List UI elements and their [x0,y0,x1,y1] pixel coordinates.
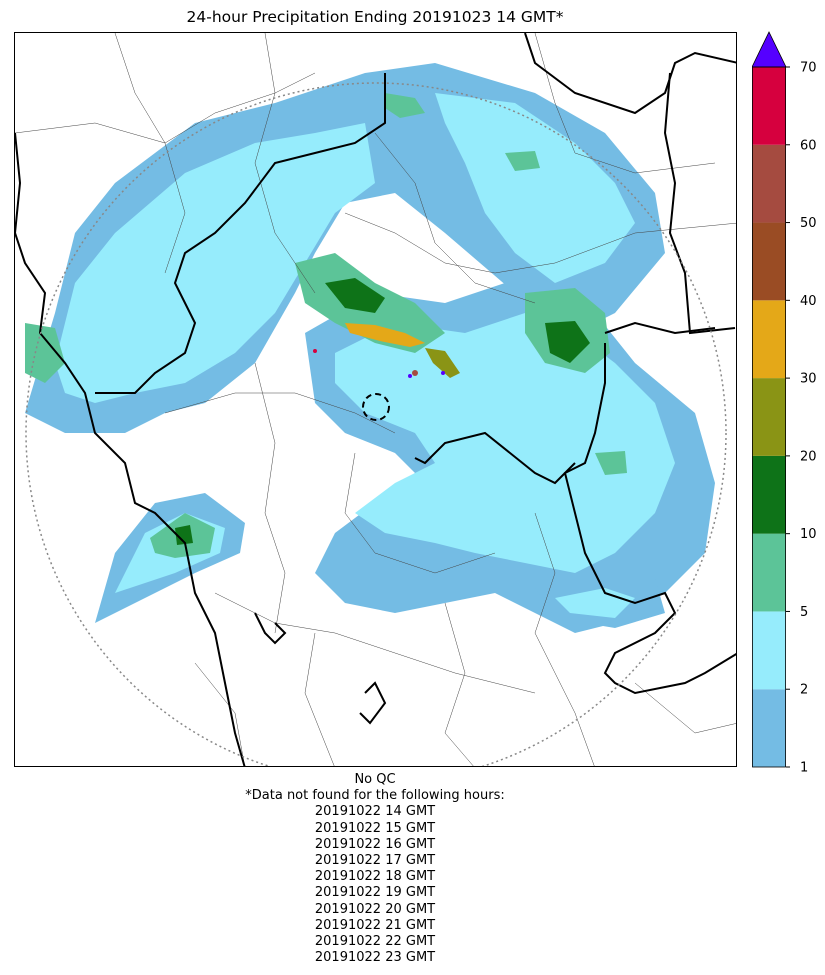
missing-hour: 20191022 20 GMT [314,901,436,917]
radar-map [14,32,737,767]
precip-high-cells [313,323,460,378]
colorbar-tick-label: 20 [800,449,817,464]
missing-hour: 20191022 15 GMT [314,820,436,836]
radar-range-ring [25,82,727,766]
colorbar-tick-label: 70 [800,61,817,76]
missing-hour: 20191022 22 GMT [314,934,436,950]
missing-hour: 20191022 14 GMT [314,804,436,820]
colorbar-tick-label: 1 [800,761,808,776]
colorbar-bin [752,67,786,145]
colorbar-bin [752,689,786,767]
map-canvas [15,33,736,766]
precip-colorbar: 1 2 5 10 20 30 40 50 60 70 [751,30,825,776]
notes-block: No QC *Data not found for the following … [0,772,750,966]
colorbar-tick-label: 30 [800,372,817,387]
colorbar-bin [752,222,786,301]
colorbar-svg: 1 2 5 10 20 30 40 50 60 70 [751,31,817,776]
colorbar-bin [752,378,786,456]
missing-hour: 20191022 23 GMT [314,950,436,966]
colorbar-bin [752,144,786,223]
missing-hour: 20191022 16 GMT [314,836,436,852]
chart-title: 24-hour Precipitation Ending 20191023 14… [186,8,564,26]
colorbar-frame [752,66,786,768]
colorbar-tick-label: 60 [800,138,817,153]
precip-10-20-layer [175,278,590,545]
colorbar-extend-arrow [751,31,787,68]
colorbar-bin [752,455,786,534]
state-boundaries [15,33,736,766]
colorbar-tick-label: 10 [800,527,817,542]
missing-hour: 20191022 18 GMT [314,869,436,885]
colorbar-tick-label: 2 [800,683,808,698]
precip-2-5-layer [55,93,675,618]
missing-hour: 20191022 21 GMT [314,917,436,933]
missing-hour: 20191022 17 GMT [314,853,436,869]
colorbar-tick-label: 5 [800,605,808,620]
colorbar-bin [752,300,786,379]
missing-data-header: *Data not found for the following hours: [245,788,505,804]
qc-note: No QC [354,772,396,787]
missing-hour: 20191022 19 GMT [314,885,436,901]
colorbar-bin [752,611,786,690]
colorbar-tick-label: 40 [800,294,817,309]
colorbar-bin [752,533,786,612]
colorbar-tick-label: 50 [800,216,817,231]
radar-site-marker [362,393,390,421]
district-boundaries [15,33,736,766]
